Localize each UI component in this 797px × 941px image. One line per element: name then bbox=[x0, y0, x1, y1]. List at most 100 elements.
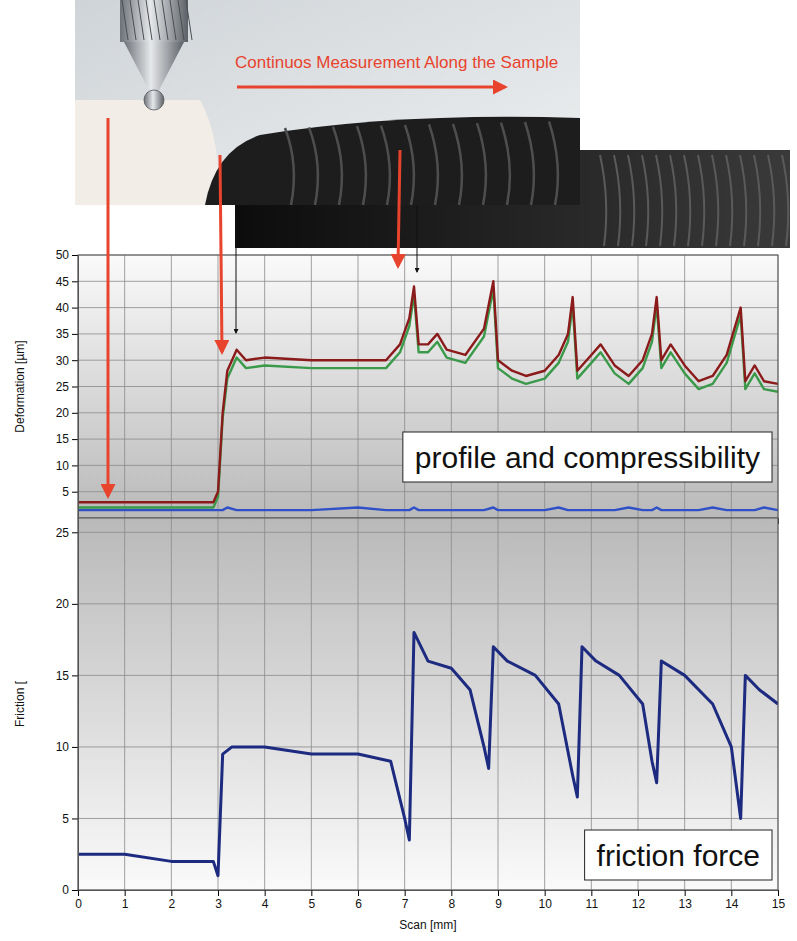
tick: 0 bbox=[75, 890, 82, 911]
caption-arrow bbox=[237, 86, 505, 89]
tire-groove bbox=[381, 126, 390, 205]
knurl-line bbox=[130, 0, 136, 40]
grid-line-x bbox=[498, 518, 499, 890]
x-axis-title: Scan [mm] bbox=[399, 918, 456, 932]
figure: Continuos Measurement Along the Sample51… bbox=[0, 0, 797, 941]
tick: 14 bbox=[725, 890, 739, 911]
plot-background bbox=[78, 255, 778, 518]
tick-mark bbox=[72, 413, 78, 414]
grid-line-x bbox=[404, 518, 405, 890]
tick: 8 bbox=[448, 890, 455, 911]
tick-mark bbox=[72, 604, 78, 605]
grid-line-y bbox=[78, 307, 778, 308]
tick-label: 10 bbox=[56, 459, 70, 473]
grid-line-y bbox=[78, 532, 778, 533]
tire-groove bbox=[670, 155, 676, 246]
tick: 6 bbox=[355, 890, 362, 911]
tire-groove bbox=[684, 155, 690, 246]
indenter-cone bbox=[124, 42, 184, 92]
grid bbox=[78, 518, 778, 890]
data-line bbox=[78, 632, 778, 875]
sample-white bbox=[75, 100, 219, 205]
tire-groove bbox=[285, 128, 294, 205]
tire-groove bbox=[477, 123, 486, 205]
tick: 10 bbox=[538, 890, 552, 911]
indenter-ball bbox=[144, 90, 164, 110]
tire-groove bbox=[712, 155, 718, 246]
tire-groove bbox=[614, 155, 620, 246]
tick-label: 2 bbox=[168, 897, 175, 911]
tire-groove bbox=[429, 124, 438, 205]
tick-label: 15 bbox=[56, 669, 70, 683]
tick-label: 5 bbox=[308, 897, 315, 911]
tick-label: 25 bbox=[56, 526, 70, 540]
tick-mark bbox=[405, 890, 406, 896]
tire-groove bbox=[333, 127, 342, 205]
tick: 7 bbox=[402, 890, 409, 911]
tick-mark bbox=[731, 890, 732, 896]
tick-label: 1 bbox=[122, 897, 129, 911]
tick: 10 bbox=[56, 459, 78, 473]
grid-line-y bbox=[78, 281, 778, 282]
plot-frame bbox=[78, 255, 778, 518]
grid-line-y bbox=[78, 603, 778, 604]
grid-line-x bbox=[451, 518, 452, 890]
grid-line-x bbox=[544, 518, 545, 890]
tick-mark bbox=[72, 532, 78, 533]
knurl-line bbox=[162, 0, 168, 40]
tick-mark bbox=[72, 281, 78, 282]
tick-mark bbox=[72, 890, 78, 891]
tick: 10 bbox=[56, 740, 78, 754]
data-line bbox=[78, 507, 778, 510]
tick-mark bbox=[72, 492, 78, 493]
marks bbox=[78, 281, 778, 510]
grid bbox=[78, 255, 778, 518]
tick-mark bbox=[265, 890, 266, 896]
red-arrow bbox=[107, 118, 110, 496]
tire bbox=[205, 117, 580, 205]
tick-label: 13 bbox=[678, 897, 692, 911]
tire-groove bbox=[656, 155, 662, 246]
tick: 15 bbox=[772, 890, 786, 911]
tick-label: 25 bbox=[56, 380, 70, 394]
tick: 11 bbox=[586, 890, 599, 911]
tick: 13 bbox=[678, 890, 692, 911]
tire-groove bbox=[600, 155, 606, 246]
x-axis: 0123456789101112131415 bbox=[75, 890, 785, 911]
tick-mark bbox=[685, 890, 686, 896]
knurl-line bbox=[138, 0, 144, 40]
tick-mark bbox=[72, 465, 78, 466]
tire-groove bbox=[453, 124, 462, 205]
tick-mark bbox=[778, 890, 779, 896]
knurl-line bbox=[154, 0, 160, 40]
tick-label: 30 bbox=[56, 354, 70, 368]
knurl-line bbox=[170, 0, 176, 40]
tick-mark bbox=[72, 675, 78, 676]
tick-label: 7 bbox=[402, 897, 409, 911]
tire-groove bbox=[309, 127, 318, 205]
tire-groove bbox=[768, 155, 774, 246]
tick-label: 10 bbox=[56, 740, 70, 754]
grid-line-y bbox=[78, 333, 778, 334]
grid-line-y bbox=[78, 412, 778, 413]
tick-label: 35 bbox=[56, 327, 70, 341]
red-arrow bbox=[220, 155, 222, 352]
annotation: profile and compressibility bbox=[403, 432, 772, 482]
tick: 15 bbox=[56, 669, 78, 683]
tick-mark bbox=[72, 439, 78, 440]
annotation-text: profile and compressibility bbox=[415, 441, 760, 474]
tick: 20 bbox=[56, 406, 78, 420]
tick-mark bbox=[78, 890, 79, 896]
plot-background bbox=[78, 518, 778, 890]
tick-label: 15 bbox=[772, 897, 786, 911]
photo bbox=[75, 0, 790, 248]
grid-line-y bbox=[78, 360, 778, 361]
y-axis-title: Friction [ bbox=[13, 680, 27, 727]
y-axis: 0510152025 bbox=[56, 519, 79, 898]
tick-label: 11 bbox=[586, 897, 599, 911]
grid-line-x bbox=[171, 518, 172, 890]
plot-frame bbox=[78, 518, 778, 890]
tick: 12 bbox=[632, 890, 646, 911]
tick-label: 15 bbox=[56, 432, 70, 446]
tick: 25 bbox=[56, 526, 78, 540]
